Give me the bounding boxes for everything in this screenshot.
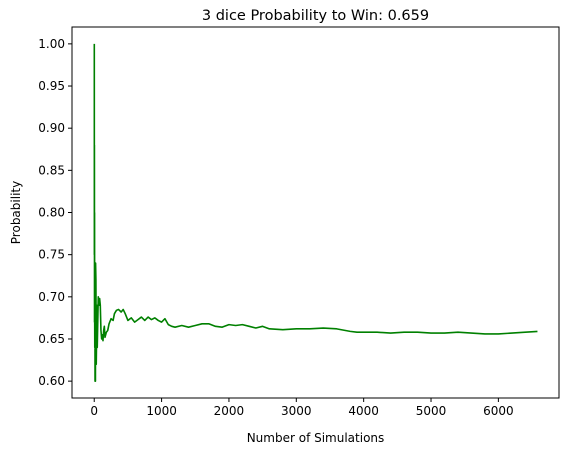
x-axis-ticks: 0 1000 2000 3000 4000 5000 6000 [90, 398, 513, 418]
x-tick-label: 0 [90, 404, 98, 418]
chart-title: 3 dice Probability to Win: 0.659 [202, 8, 429, 24]
x-tick-label: 3000 [281, 404, 312, 418]
y-tick-label: 0.95 [38, 79, 65, 93]
y-tick-label: 0.90 [38, 121, 65, 135]
x-tick-label: 2000 [214, 404, 245, 418]
x-tick-label: 1000 [146, 404, 177, 418]
y-tick-label: 0.65 [38, 332, 65, 346]
x-tick-label: 6000 [483, 404, 514, 418]
y-axis-ticks: 0.60 0.65 0.70 0.75 0.80 0.85 0.90 0.95 1.00 [38, 37, 72, 388]
x-tick-label: 4000 [348, 404, 379, 418]
y-tick-label: 0.85 [38, 163, 65, 177]
y-axis-label: Probability [9, 181, 23, 244]
y-tick-label: 0.70 [38, 290, 65, 304]
plot-background [72, 27, 559, 398]
y-tick-label: 0.75 [38, 248, 65, 262]
y-tick-label: 0.80 [38, 206, 65, 220]
y-tick-label: 1.00 [38, 37, 65, 51]
x-tick-label: 5000 [416, 404, 447, 418]
x-axis-label: Number of Simulations [247, 431, 385, 445]
y-tick-label: 0.60 [38, 374, 65, 388]
